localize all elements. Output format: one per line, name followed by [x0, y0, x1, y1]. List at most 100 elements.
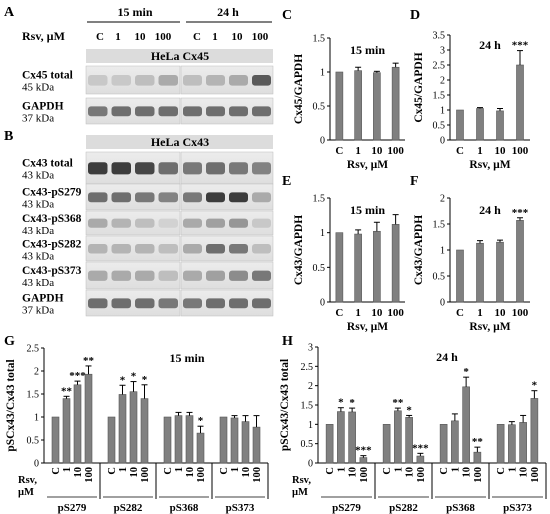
blot-time-15min: 15 min	[117, 5, 152, 19]
x-tick-label: C	[456, 307, 464, 319]
blot-band	[229, 270, 248, 281]
significance-mark: *	[349, 397, 355, 409]
blot-band	[206, 218, 225, 228]
x-tick-label: 10	[348, 467, 359, 478]
blot-band	[135, 218, 155, 228]
y-tick-label: 3	[308, 343, 313, 354]
bar	[335, 71, 344, 141]
blot-band	[206, 162, 225, 175]
blot-dose-15min-100: 100	[155, 31, 172, 43]
bar	[163, 416, 172, 464]
bar	[373, 72, 381, 141]
blot-rsv-label: Rsv, µM	[22, 29, 65, 43]
blot-band	[135, 298, 155, 309]
y-tick-label: 1.5	[433, 220, 446, 231]
y-tick-label: 0	[320, 298, 325, 309]
blot-band	[229, 74, 248, 86]
x-tick-label: 10	[371, 145, 383, 157]
x-axis-label-unit: µM	[292, 487, 308, 498]
blot-band	[206, 106, 225, 117]
significance-mark: *	[532, 380, 538, 392]
bar	[462, 386, 470, 464]
blot-dose-15min-10: 10	[135, 31, 147, 43]
y-tick-label: 2	[308, 381, 313, 392]
blot-row-name: Cx43 total	[22, 157, 73, 169]
blot-band	[158, 298, 178, 309]
significance-mark: *	[338, 397, 344, 409]
bar	[373, 230, 381, 303]
blot-row-kda: 43 kDa	[22, 199, 54, 211]
y-tick-label: 1	[320, 228, 325, 239]
x-tick-label: 100	[530, 467, 541, 483]
blot-band	[135, 106, 155, 117]
blot-band	[88, 298, 108, 309]
panel-letter-G: G	[4, 334, 15, 349]
group-label: pS279	[58, 502, 87, 514]
blot-band	[252, 218, 271, 228]
x-tick-label: 1	[174, 467, 185, 472]
x-tick-label: 1	[507, 467, 518, 472]
blot-band	[183, 244, 202, 254]
blot-row-name: Cx45 total	[22, 70, 73, 82]
bar	[196, 432, 205, 464]
bar	[51, 416, 60, 464]
significance-mark: *	[463, 366, 469, 378]
blot-band	[252, 162, 271, 175]
bar	[185, 415, 194, 464]
y-tick-label: 1.5	[301, 401, 314, 412]
group-ps282: C * 1 * 10 * 100 pS282	[103, 371, 153, 514]
y-tick-label: 1.5	[313, 194, 326, 205]
x-tick-label: C	[163, 467, 174, 475]
x-tick-label: 100	[512, 307, 529, 319]
bar	[354, 233, 362, 303]
group-ps279: C * 1 * 10 *** 100 pS279	[321, 397, 372, 514]
bar	[107, 416, 116, 464]
blot-band	[88, 192, 108, 203]
x-tick-label: 100	[252, 467, 263, 483]
blot-band	[88, 106, 108, 117]
bar	[451, 420, 459, 464]
bar	[439, 424, 448, 464]
y-tick-label: 0.5	[313, 102, 326, 113]
y-tick-label: 0.5	[27, 436, 40, 447]
blot-band	[111, 106, 131, 117]
panel-letter-D: D	[410, 8, 420, 23]
blot-band	[158, 244, 178, 254]
blot-band	[111, 218, 131, 228]
bar	[496, 424, 505, 464]
blot-band	[252, 192, 271, 203]
bar	[62, 398, 71, 464]
y-tick-label: 1	[320, 68, 325, 79]
x-tick-label: C	[335, 307, 343, 319]
x-tick-label: 10	[405, 467, 416, 478]
blot-band	[206, 192, 225, 203]
bar	[73, 384, 82, 464]
blot-row-name: Cx43-pS368	[22, 213, 82, 225]
x-tick-label: C	[219, 467, 230, 475]
blot-band	[229, 218, 248, 228]
bar	[516, 64, 524, 141]
blot-band	[206, 270, 225, 281]
blot-band	[183, 162, 202, 175]
bar	[391, 224, 400, 303]
blot-band	[111, 270, 131, 281]
y-tick-label: 0.5	[433, 121, 446, 132]
x-axis-label: Rsv, µM	[347, 321, 388, 333]
y-tick-label: 2	[440, 194, 445, 205]
y-tick-label: 1.5	[313, 34, 326, 45]
blot-band	[135, 162, 155, 175]
blot-row-kda: 43 kDa	[22, 277, 54, 289]
y-tick-label: 1.5	[433, 91, 446, 102]
x-tick-label: 10	[495, 145, 507, 157]
y-tick-label: 0	[308, 459, 313, 470]
x-tick-label: 1	[62, 467, 73, 472]
bar	[416, 455, 425, 464]
x-tick-label: 100	[196, 467, 207, 483]
